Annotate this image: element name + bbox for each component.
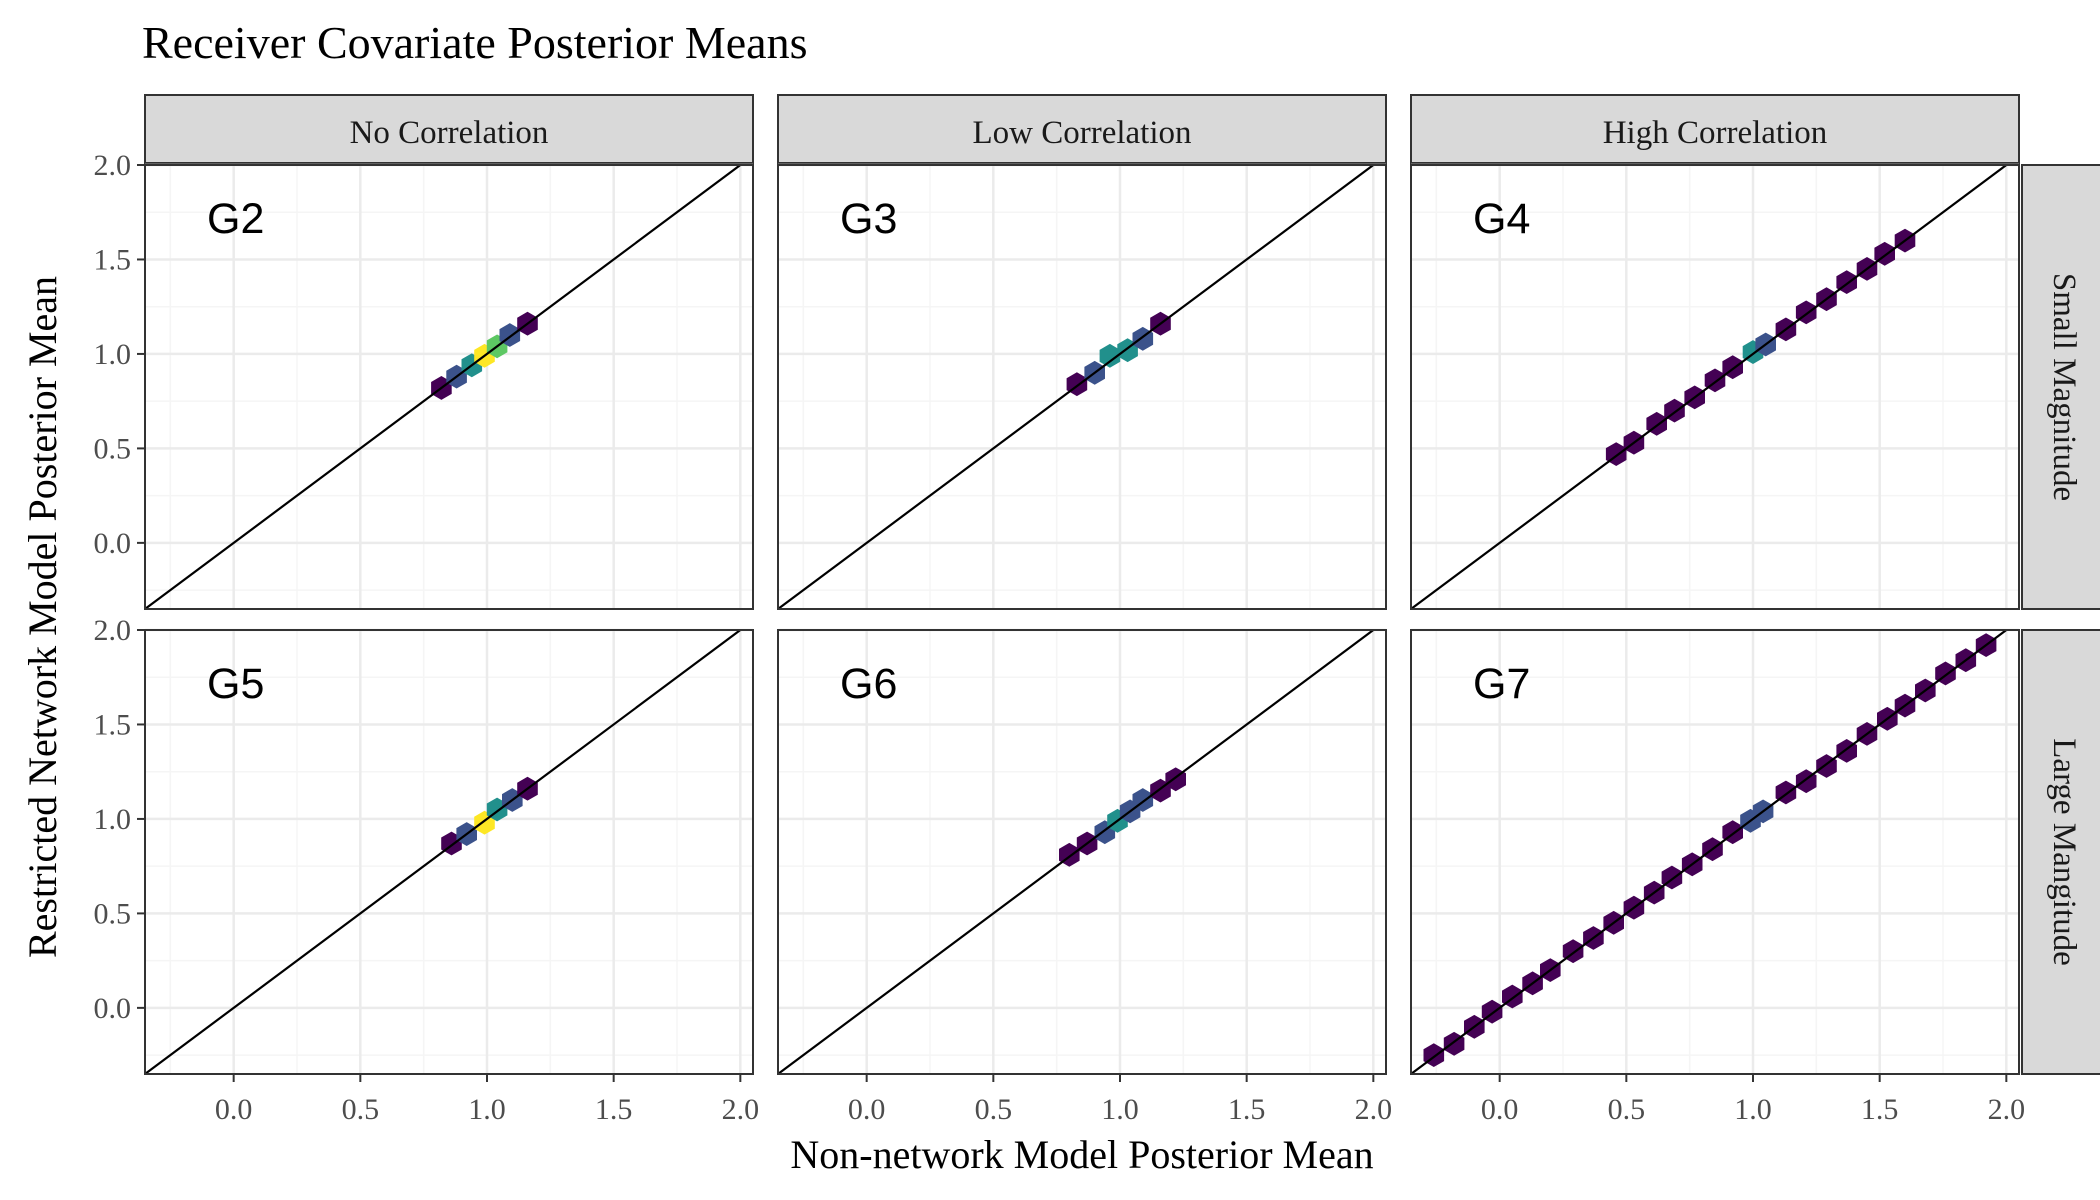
identity-line xyxy=(1411,630,2009,1074)
y-axis-title: Restricted Network Model Posterior Mean xyxy=(20,276,65,958)
x-tick-label: 2.0 xyxy=(1988,1093,2026,1126)
panel-border xyxy=(777,629,1387,1075)
y-tick-label: 2.0 xyxy=(94,149,132,182)
x-tick-label: 1.0 xyxy=(468,1093,506,1126)
x-tick-label: 0.0 xyxy=(215,1093,253,1126)
x-tick-label: 1.5 xyxy=(1861,1093,1899,1126)
x-tick-label: 0.0 xyxy=(1481,1093,1519,1126)
x-tick-label: 0.5 xyxy=(975,1093,1013,1126)
x-tick-label: 1.0 xyxy=(1101,1093,1139,1126)
panel-border xyxy=(1410,164,2020,610)
x-tick-label: 1.5 xyxy=(1228,1093,1266,1126)
panel-label: G6 xyxy=(840,660,897,708)
x-tick-label: 0.0 xyxy=(848,1093,886,1126)
y-tick-label: 1.0 xyxy=(94,803,132,836)
column-strip xyxy=(144,94,754,164)
facet-panel-g2: G2 0.0 0.5 1.0 1.5 2.0 xyxy=(94,149,754,610)
x-axis-title: Non-network Model Posterior Mean xyxy=(790,1132,1373,1177)
y-tick-label: 0.0 xyxy=(94,527,132,560)
panel-border xyxy=(144,629,754,1075)
panel-label: G2 xyxy=(207,195,264,243)
y-tick-label: 1.5 xyxy=(94,708,132,741)
panel-label: G3 xyxy=(840,195,897,243)
y-tick-label: 0.5 xyxy=(94,432,132,465)
panel-label: G5 xyxy=(207,660,264,708)
identity-line xyxy=(778,165,1376,609)
x-tick-label: 0.5 xyxy=(342,1093,380,1126)
panel-label: G4 xyxy=(1473,195,1530,243)
facet-panel-g7: G7 0.0 0.5 1.0 1.5 2.0 xyxy=(1410,628,2026,1126)
panel-border xyxy=(777,164,1387,610)
facet-panel-g4: G4 xyxy=(1410,163,2020,610)
x-tick-label: 2.0 xyxy=(1355,1093,1393,1126)
facet-grid: No Correlation Low Correlation High Correl… xyxy=(94,94,2100,1126)
column-strip xyxy=(777,94,1387,164)
y-tick-label: 1.0 xyxy=(94,338,132,371)
panel-border xyxy=(144,164,754,610)
panel-label: G7 xyxy=(1473,660,1530,708)
x-tick-label: 0.5 xyxy=(1608,1093,1646,1126)
row-strip-label: Small Magnitude xyxy=(2046,273,2082,501)
facet-panel-g6: G6 0.0 0.5 1.0 1.5 2.0 xyxy=(777,628,1393,1126)
identity-line xyxy=(1411,165,2009,609)
identity-line xyxy=(145,165,743,609)
column-strip-label: Low Correlation xyxy=(972,115,1191,151)
row-strip xyxy=(2021,629,2100,1075)
y-tick-label: 0.0 xyxy=(94,992,132,1025)
chart-title: Receiver Covariate Posterior Means xyxy=(142,17,808,68)
identity-line xyxy=(145,630,743,1074)
row-strip xyxy=(2021,164,2100,610)
column-strip-label: No Correlation xyxy=(350,115,549,151)
column-strip xyxy=(1410,94,2020,164)
x-tick-label: 2.0 xyxy=(722,1093,760,1126)
x-tick-label: 1.0 xyxy=(1734,1093,1772,1126)
hexbin-cell xyxy=(1099,343,1121,368)
row-strip-label: Large Mangitude xyxy=(2046,738,2082,966)
facet-panel-g5: G5 0.0 0.5 1.0 1.5 2.0 0.0 0.5 1.0 1.5 2.0 xyxy=(94,614,760,1126)
x-tick-label: 1.5 xyxy=(595,1093,633,1126)
facet-panel-g3: G3 xyxy=(777,163,1387,610)
y-tick-label: 1.5 xyxy=(94,243,132,276)
y-tick-label: 0.5 xyxy=(94,897,132,930)
y-tick-label: 2.0 xyxy=(94,614,132,647)
identity-line xyxy=(778,630,1376,1074)
column-strip-label: High Correlation xyxy=(1603,115,1828,151)
panel-border xyxy=(1410,629,2020,1075)
